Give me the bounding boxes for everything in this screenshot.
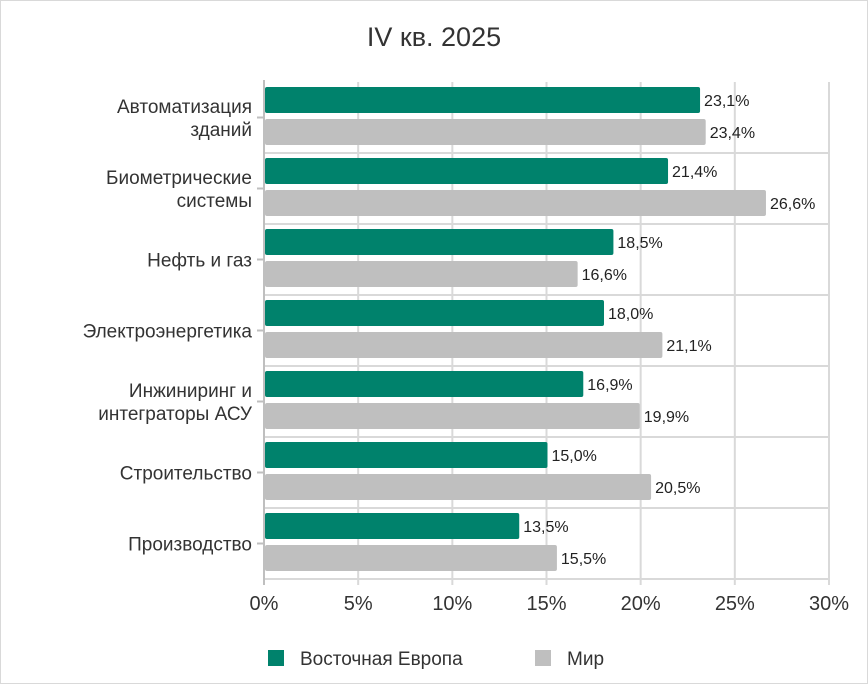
data-label: 21,4% — [672, 164, 717, 181]
data-label: 16,9% — [587, 377, 632, 394]
x-tick-label: 5% — [344, 593, 373, 615]
x-tick-label: 30% — [809, 593, 849, 615]
x-tick-label: 10% — [432, 593, 472, 615]
data-label: 20,5% — [655, 480, 700, 497]
data-label: 15,0% — [552, 448, 597, 465]
bar-world — [265, 119, 706, 145]
bar-world — [265, 474, 652, 500]
category-label: Инжиниринг и — [129, 381, 252, 402]
data-label: 18,0% — [608, 306, 653, 323]
data-label: 19,9% — [644, 409, 689, 426]
bar-eastern-europe — [265, 442, 548, 468]
x-tick-label: 25% — [715, 593, 755, 615]
x-tick-label: 15% — [526, 593, 566, 615]
data-label: 13,5% — [523, 519, 568, 536]
data-label: 23,1% — [704, 93, 749, 110]
bar-eastern-europe — [265, 371, 584, 397]
data-label: 21,1% — [666, 338, 711, 355]
data-label: 16,6% — [582, 267, 627, 284]
category-label: зданий — [190, 120, 252, 141]
data-label: 23,4% — [710, 125, 755, 142]
bar-world — [265, 545, 557, 571]
category-label: Нефть и газ — [147, 251, 252, 272]
legend-swatch — [535, 650, 551, 666]
bar-world — [265, 261, 578, 287]
category-label: Строительство — [120, 464, 252, 485]
category-label: системы — [177, 191, 252, 212]
x-tick-label: 0% — [250, 593, 279, 615]
bar-eastern-europe — [265, 87, 701, 113]
bar-world — [265, 190, 766, 216]
bar-eastern-europe — [265, 513, 520, 539]
bar-world — [265, 332, 663, 358]
data-label: 18,5% — [617, 235, 662, 252]
legend-label: Мир — [567, 649, 604, 670]
category-label: Биометрические — [106, 168, 252, 189]
category-label: интеграторы АСУ — [98, 404, 253, 425]
data-label: 15,5% — [561, 551, 606, 568]
category-label: Автоматизация — [117, 97, 252, 118]
category-label: Электроэнергетика — [83, 322, 253, 343]
chart-title: IV кв. 2025 — [367, 22, 501, 52]
bar-eastern-europe — [265, 229, 614, 255]
bar-world — [265, 403, 640, 429]
category-label: Производство — [128, 535, 252, 556]
x-tick-label: 20% — [621, 593, 661, 615]
bar-eastern-europe — [265, 158, 669, 184]
legend-label: Восточная Европа — [300, 649, 463, 670]
data-label: 26,6% — [770, 196, 815, 213]
legend-swatch — [268, 650, 284, 666]
bar-eastern-europe — [265, 300, 604, 326]
